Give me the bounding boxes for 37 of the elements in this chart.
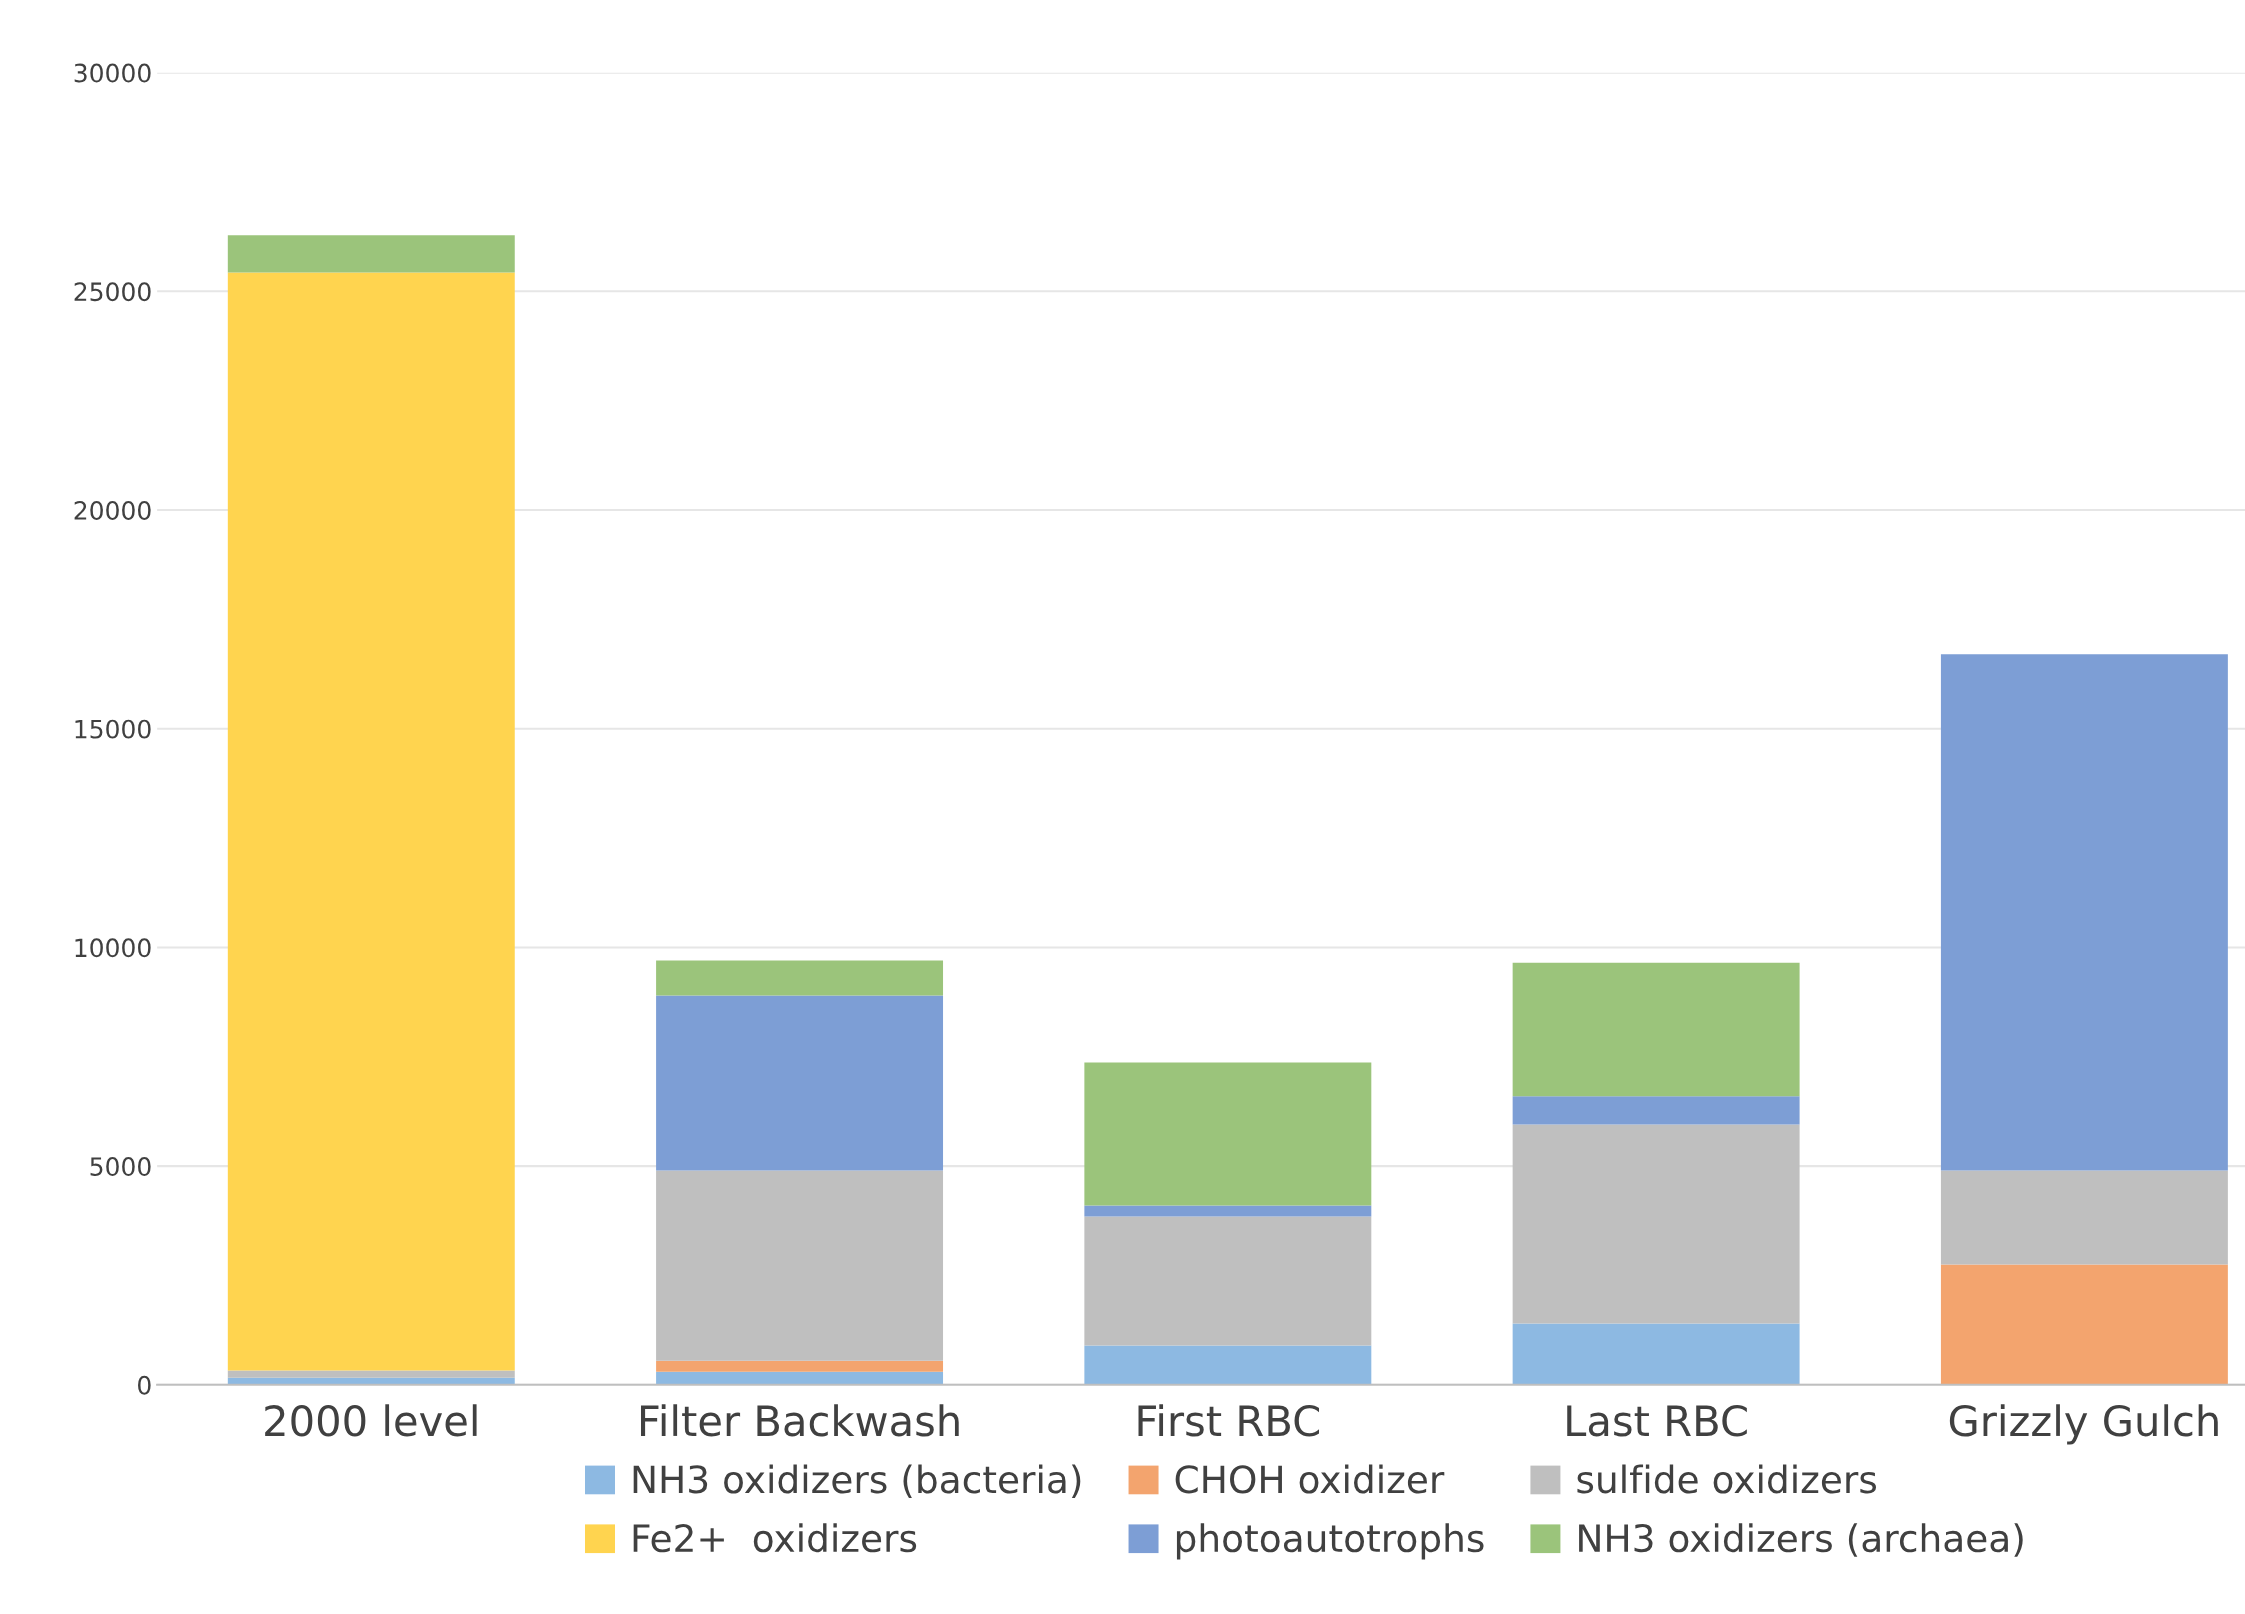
bar xyxy=(1940,654,2228,1171)
x-tick-label: Filter Backwash xyxy=(640,1404,959,1437)
x-tick-label: First RBC xyxy=(1138,1404,1320,1437)
bar xyxy=(656,1170,944,1361)
legend-label: photoautotrophs xyxy=(1176,1523,1484,1560)
bar xyxy=(227,272,515,1371)
y-tick-label: 15000 xyxy=(75,719,151,739)
y-tick-label: 10000 xyxy=(75,938,151,958)
legend-label: CHOH oxidizer xyxy=(1175,1464,1445,1494)
x-tick-label: 2000 level xyxy=(265,1404,477,1437)
bar xyxy=(1940,1264,2228,1385)
bar xyxy=(1512,1124,1800,1324)
bar xyxy=(656,1360,944,1372)
bar xyxy=(227,235,515,273)
bar xyxy=(656,960,944,996)
x-tick-label: Grizzly Gulch xyxy=(1949,1404,2218,1445)
bar xyxy=(656,995,944,1171)
y-tick-label: 0 xyxy=(138,1375,151,1395)
bar xyxy=(1084,1345,1372,1385)
bar xyxy=(1084,1205,1372,1217)
legend-label: sulfide oxidizers xyxy=(1577,1464,1877,1494)
x-tick-label: Last RBC xyxy=(1567,1404,1747,1437)
bar xyxy=(1512,1323,1800,1385)
legend-label: Fe2+ oxidizers xyxy=(633,1523,917,1553)
bar xyxy=(656,1371,944,1385)
legend-label: NH3 oxidizers (bacteria) xyxy=(633,1464,1081,1498)
bar xyxy=(1084,1216,1372,1346)
legend-label: NH3 oxidizers (archaea) xyxy=(1579,1523,2023,1557)
y-tick-label: 5000 xyxy=(90,1157,151,1176)
y-tick-label: 30000 xyxy=(74,63,151,83)
y-tick-label: 20000 xyxy=(74,500,151,520)
y-tick-label: 25000 xyxy=(74,282,151,302)
bar xyxy=(1084,1062,1372,1206)
bar xyxy=(1512,962,1800,1097)
bar xyxy=(1940,1170,2228,1265)
bar xyxy=(1512,1096,1800,1125)
bar xyxy=(227,1370,515,1378)
